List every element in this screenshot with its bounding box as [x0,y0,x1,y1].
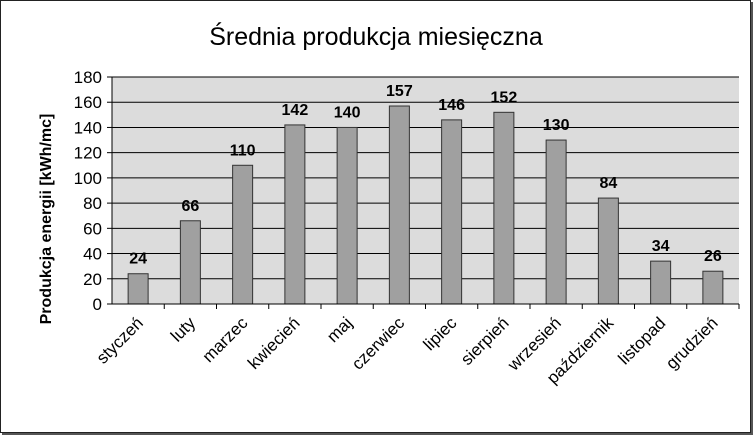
y-tick-label: 0 [93,295,102,314]
data-label: 130 [543,117,570,134]
bar [702,270,724,305]
data-label: 152 [491,89,518,106]
data-label: 34 [652,238,670,255]
x-tick-label: luty [167,313,199,345]
x-tick-label: kwiecień [244,313,304,373]
data-label: 142 [282,102,309,119]
bars [127,105,724,305]
x-tick-label: maj [323,313,356,346]
bar [388,105,410,305]
data-label: 146 [438,97,465,114]
y-tick-label: 60 [83,219,102,238]
y-tick-labels: 0 20 40 60 80 100 120 140 160 180 [74,68,102,314]
y-tick-label: 120 [74,144,102,163]
x-tick-label: grudzień [662,313,722,373]
x-tick-label: listopad [615,313,670,368]
bar [597,197,619,305]
data-label: 140 [334,104,361,121]
data-label: 66 [181,198,199,215]
bar [232,164,254,305]
gridlines [112,76,739,280]
x-tick-label: marzec [199,313,252,366]
data-label: 84 [599,175,617,192]
x-tick-label: lipiec [420,313,461,354]
x-tick-label: czerwiec [348,313,409,374]
data-label: 110 [230,142,256,159]
axes [107,76,740,309]
y-tick-label: 160 [74,93,102,112]
y-tick-label: 80 [83,194,102,213]
bar [493,111,515,305]
bar [545,139,567,305]
bar [441,119,463,305]
y-axis-label: Produkcja energii [kWh/mc] [38,114,55,325]
x-tick-label: styczeń [93,313,147,367]
bar [127,273,149,305]
data-labels: 24 66 110 142 140 157 146 152 130 84 34 26 [129,83,722,268]
bar [179,220,201,305]
y-tick-label: 100 [74,169,102,188]
y-tick-label: 140 [74,118,102,137]
chart-title: Średnia produkcja miesięczna [209,21,543,51]
plot-area [112,77,739,304]
data-label: 26 [704,248,722,265]
data-label: 157 [386,83,413,100]
y-tick-label: 20 [83,270,102,289]
bar [336,126,358,305]
y-tick-label: 40 [83,245,102,264]
bar [284,124,306,305]
y-tick-label: 180 [74,68,102,87]
bar [650,260,672,305]
data-label: 24 [129,251,147,268]
